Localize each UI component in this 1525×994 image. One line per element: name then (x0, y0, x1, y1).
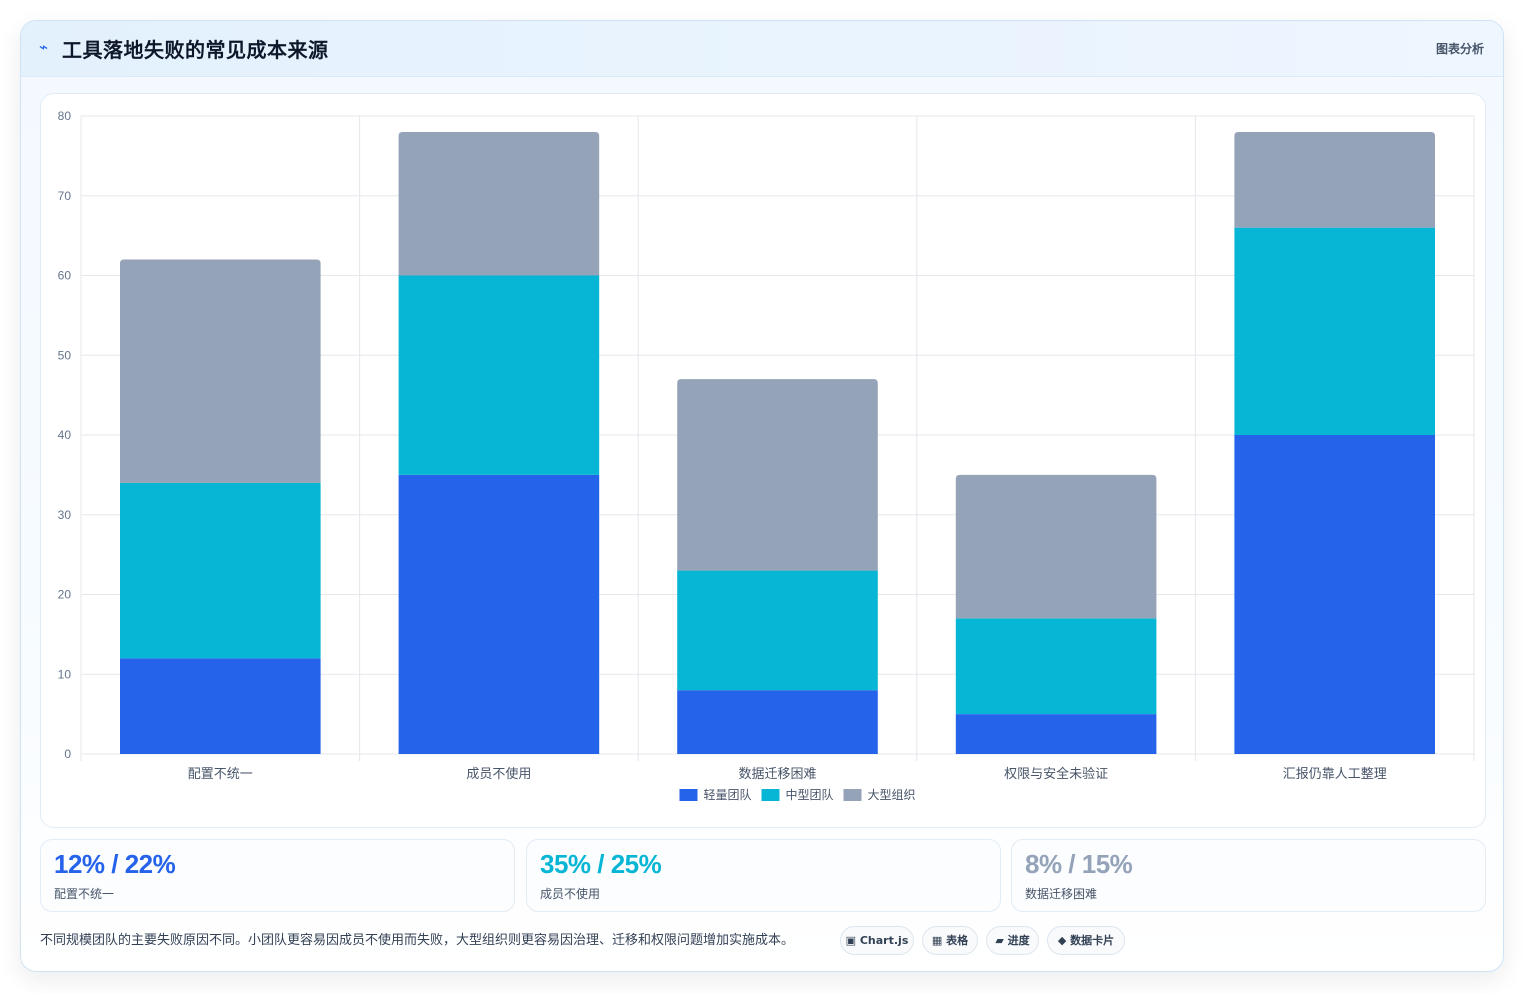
stat-card-adoption: 35% / 25% 成员不使用 (526, 839, 1001, 912)
bar-segment (677, 690, 878, 754)
bar-segment (1234, 227, 1435, 435)
chip-table[interactable]: ▦ 表格 (922, 926, 978, 955)
x-tick-label: 汇报仍靠人工整理 (1283, 767, 1387, 782)
chart-analysis-tag[interactable]: 图表分析 (1435, 42, 1484, 56)
bar-segment (398, 474, 600, 754)
data-card-icon: ◆ (1057, 934, 1067, 947)
chart-panel: 0 10 20 30 40 50 60 70 80 配置不统一 成员不使用 数据迁移困难 权限与安全未验… (40, 93, 1486, 828)
chart-card: ⌁ 工具落地失败的常见成本来源 图表分析 0 10 20 30 40 50 60 70 80 配置… (20, 20, 1504, 972)
chip-label: 数据卡片 (1070, 934, 1115, 947)
chip-chartjs[interactable]: ▣ Chart.js (840, 926, 914, 955)
legend-label: 中型团队 (786, 787, 834, 802)
legend-label: 轻量团队 (704, 787, 752, 802)
bar-segment (1234, 435, 1435, 754)
bar-segment (955, 474, 1157, 619)
bar-segment (120, 482, 321, 659)
stat-value: 8% / 15% (1025, 849, 1133, 879)
stat-value: 12% / 22% (54, 849, 176, 879)
card-header: ⌁ 工具落地失败的常见成本来源 图表分析 (21, 21, 1503, 77)
bar-segment (677, 570, 878, 691)
legend-swatch (843, 789, 862, 801)
chip-label: 表格 (946, 934, 969, 947)
bar-segment (955, 714, 1157, 754)
x-tick-label: 成员不使用 (466, 766, 531, 782)
bar-segment (120, 658, 321, 754)
bar-segment (398, 275, 600, 475)
y-tick-label: 30 (58, 508, 72, 522)
stat-card-config: 12% / 22% 配置不统一 (40, 839, 515, 912)
x-tick-label: 权限与安全未验证 (1004, 766, 1108, 782)
stat-value: 35% / 25% (540, 849, 662, 879)
y-tick-label: 40 (58, 428, 72, 442)
progress-icon: ▰ (995, 934, 1004, 947)
legend-swatch (679, 789, 698, 801)
stat-label: 成员不使用 (540, 887, 601, 901)
bolt-icon: ⌁ (39, 38, 49, 56)
footer-note: 不同规模团队的主要失败原因不同。小团队更容易因成员不使用而失败，大型组织则更容易… (40, 933, 795, 948)
stat-label: 数据迁移困难 (1025, 887, 1098, 901)
stat-label: 配置不统一 (54, 887, 115, 901)
y-tick-label: 70 (58, 189, 72, 203)
y-tick-label: 0 (64, 747, 71, 761)
bar-segment (677, 379, 878, 571)
chip-label: 进度 (1007, 934, 1030, 947)
y-tick-label: 60 (58, 269, 72, 283)
stacked-bar-chart: 0 10 20 30 40 50 60 70 80 配置不统一 成员不使用 数据迁移困难 权限与安全未验… (58, 109, 1475, 802)
bar-segment (398, 131, 600, 276)
y-tick-label: 50 (58, 348, 72, 362)
x-tick-label: 数据迁移困难 (738, 767, 816, 782)
legend-swatch (761, 789, 780, 801)
bar-segment (1234, 131, 1435, 228)
y-tick-label: 80 (58, 109, 72, 123)
table-icon: ▦ (931, 934, 943, 947)
page-title: 工具落地失败的常见成本来源 (62, 38, 329, 62)
y-tick-label: 20 (58, 588, 72, 602)
x-tick-label: 配置不统一 (188, 767, 253, 782)
bar-segment (955, 618, 1157, 715)
y-tick-label: 10 (58, 667, 72, 681)
chip-progress[interactable]: ▰ 进度 (986, 926, 1039, 955)
stat-card-migration: 8% / 15% 数据迁移困难 (1011, 839, 1486, 912)
chart-icon: ▣ (845, 934, 857, 947)
chip-data-card[interactable]: ◆ 数据卡片 (1047, 926, 1125, 955)
legend-label: 大型组织 (868, 788, 916, 802)
chip-label: Chart.js (859, 934, 909, 947)
bar-segment (120, 259, 321, 483)
